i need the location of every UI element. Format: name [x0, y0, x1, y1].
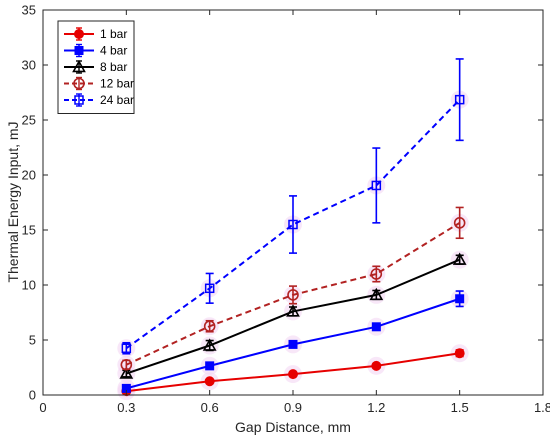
data-point-12-bar	[203, 320, 216, 333]
data-point-8-bar	[119, 366, 134, 379]
data-point-12-bar	[453, 217, 466, 229]
x-tick-label: 0.3	[117, 400, 135, 415]
x-axis-title: Gap Distance, mm	[235, 419, 351, 435]
data-point-4-bar	[455, 294, 465, 304]
y-tick-label: 15	[22, 223, 36, 238]
data-point-4-bar	[288, 339, 298, 349]
data-point-24-bar	[204, 283, 215, 294]
ticks-layer: 0 0.3 0.6 0.9 1.2 1.5 1.8 0 5 10 15 20 25 30 35	[22, 3, 550, 416]
data-point-4-bar	[371, 322, 381, 332]
x-tick-label: 1.2	[367, 400, 385, 415]
legend-label-8-bar: 8 bar	[100, 60, 127, 74]
data-point-1-bar	[288, 369, 298, 380]
data-point-12-bar	[120, 358, 133, 371]
data-point-1-bar	[371, 360, 382, 371]
y-tick-label: 10	[22, 278, 36, 293]
data-point-8-bar	[286, 304, 300, 317]
y-axis-title: Thermal Energy Input, mJ	[5, 121, 21, 282]
data-point-8-bar	[369, 287, 384, 301]
data-point-8-bar	[452, 252, 467, 265]
y-tick-label: 5	[29, 333, 36, 348]
y-tick-label: 25	[22, 113, 36, 128]
legend-marker-12-bar	[73, 77, 85, 90]
data-point-4-bar	[205, 361, 215, 371]
data-point-1-bar	[204, 376, 215, 387]
y-tick-label: 20	[22, 168, 36, 183]
data-point-12-bar	[370, 268, 383, 280]
legend-marker-24-bar	[74, 95, 84, 105]
legend-marker-8-bar	[72, 59, 86, 73]
y-tick-label: 0	[29, 388, 36, 403]
legend-label-12-bar: 12 bar	[100, 77, 134, 91]
data-point-8-bar	[202, 338, 217, 351]
legend-marker-4-bar	[74, 46, 84, 55]
legend: 1 bar 4 bar 8 bar 12 bar 24 bar	[57, 20, 135, 114]
data-point-24-bar	[454, 94, 465, 105]
legend-label-4-bar: 4 bar	[100, 44, 127, 58]
x-tick-label: 0.9	[284, 400, 302, 415]
x-tick-label: 0.6	[201, 400, 219, 415]
data-point-24-bar	[371, 180, 382, 191]
x-tick-label: 1.8	[534, 400, 550, 415]
series-layer	[119, 58, 467, 397]
legend-marker-1-bar	[74, 29, 84, 39]
legend-label-1-bar: 1 bar	[100, 27, 127, 41]
x-tick-label: 1.5	[451, 400, 469, 415]
y-tick-label: 35	[22, 3, 36, 18]
x-tick-label: 0	[39, 400, 46, 415]
y-tick-label: 30	[22, 58, 36, 73]
data-point-1-bar	[454, 348, 465, 359]
data-point-24-bar	[121, 343, 132, 353]
data-point-12-bar	[287, 289, 299, 301]
legend-label-24-bar: 24 bar	[100, 93, 134, 107]
data-point-24-bar	[288, 219, 298, 230]
